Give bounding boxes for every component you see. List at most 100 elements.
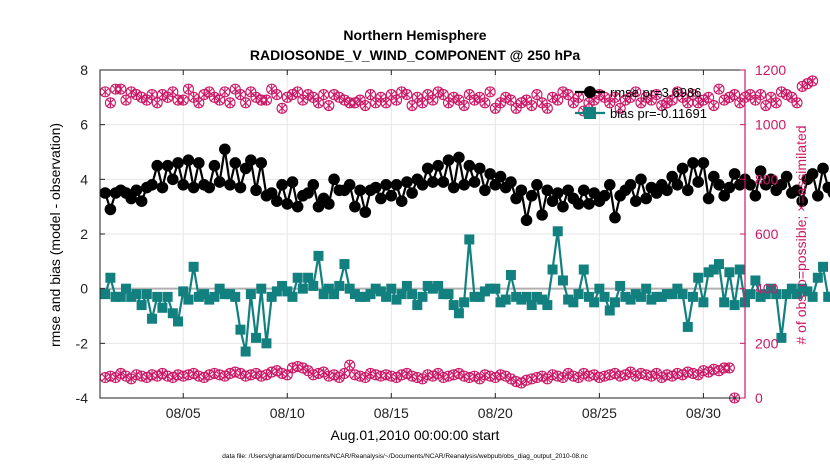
data-point [349, 289, 360, 300]
data-point [745, 289, 756, 300]
data-point [812, 272, 823, 283]
data-point [453, 308, 464, 319]
data-point [328, 173, 340, 186]
obs-marker [182, 83, 194, 95]
data-point [396, 289, 407, 300]
data-point [765, 173, 777, 186]
x-tick-label: 08/05 [166, 405, 201, 421]
data-point [536, 209, 548, 221]
obs-marker [380, 97, 392, 109]
data-point [786, 283, 797, 294]
data-point [173, 316, 184, 327]
data-point [240, 346, 251, 357]
data-point [187, 181, 200, 194]
data-point [130, 184, 143, 197]
data-point [245, 289, 256, 300]
data-point [802, 286, 813, 297]
data-point [369, 181, 382, 194]
y-tick-label-right: 0 [755, 390, 763, 406]
data-point [547, 264, 558, 275]
data-point [484, 168, 496, 180]
data-point [822, 181, 830, 194]
data-point [255, 157, 268, 169]
data-point [760, 289, 771, 300]
data-point [115, 291, 126, 302]
data-point [766, 283, 777, 294]
data-point [167, 173, 179, 186]
data-point [604, 305, 615, 316]
data-point [343, 179, 356, 191]
y-tick-label-left: 4 [80, 171, 88, 187]
data-point [157, 302, 168, 313]
x-tick-label: 08/30 [686, 405, 721, 421]
data-point [199, 289, 210, 300]
data-point [303, 272, 314, 283]
obs-marker [427, 94, 439, 106]
data-point [432, 159, 444, 172]
data-point [277, 280, 288, 291]
data-point [526, 300, 537, 311]
data-point [692, 176, 704, 188]
data-point [229, 157, 242, 169]
data-point [630, 289, 641, 300]
data-point [188, 261, 199, 272]
data-point [681, 184, 694, 197]
obs-marker [708, 99, 720, 112]
data-point [422, 280, 433, 291]
data-point [615, 280, 626, 291]
data-point [297, 283, 308, 294]
data-point [386, 283, 397, 294]
data-point [391, 294, 402, 305]
x-tick-label: 08/10 [270, 405, 305, 421]
data-point [156, 181, 169, 194]
data-point [702, 192, 715, 205]
data-point [494, 170, 507, 183]
data-point [667, 289, 678, 300]
data-point [126, 291, 137, 302]
data-point [687, 291, 698, 302]
y-tick-label-right: 800 [755, 171, 779, 187]
data-point [708, 264, 719, 275]
y-axis-label-left: rmse and bias (model - observation) [47, 123, 63, 347]
data-point [557, 200, 569, 213]
data-point [219, 143, 231, 156]
legend-marker [584, 86, 596, 98]
obs-marker [234, 89, 246, 101]
obs-marker [729, 89, 741, 101]
data-point [729, 300, 740, 311]
data-point [100, 289, 111, 300]
data-point [313, 250, 324, 261]
obs-marker [531, 89, 543, 101]
obs-marker [167, 86, 179, 98]
data-point [407, 289, 418, 300]
data-point [147, 313, 158, 324]
obs-marker [156, 89, 168, 101]
obs-marker [344, 359, 356, 371]
data-point [531, 291, 542, 302]
data-point [110, 291, 121, 302]
data-point [473, 162, 486, 175]
data-point [442, 154, 455, 166]
data-point [121, 283, 132, 294]
data-point [661, 289, 672, 300]
data-point [276, 179, 288, 191]
obs-marker [416, 97, 429, 109]
data-point [203, 181, 216, 194]
obs-marker [104, 97, 116, 109]
data-point [474, 291, 485, 302]
data-point [271, 286, 282, 297]
data-point [167, 308, 178, 319]
y-tick-label-left: -4 [76, 390, 89, 406]
data-point [723, 181, 736, 194]
chart-title: Northern Hemisphere [343, 27, 486, 43]
data-point [401, 280, 412, 291]
obs-marker [770, 97, 782, 109]
data-point [677, 289, 688, 300]
data-point [791, 184, 803, 197]
data-point [703, 267, 714, 278]
data-point [193, 157, 205, 169]
data-point [152, 291, 163, 302]
data-point [438, 289, 449, 300]
series-bias pr=-0.11691 [100, 226, 830, 357]
